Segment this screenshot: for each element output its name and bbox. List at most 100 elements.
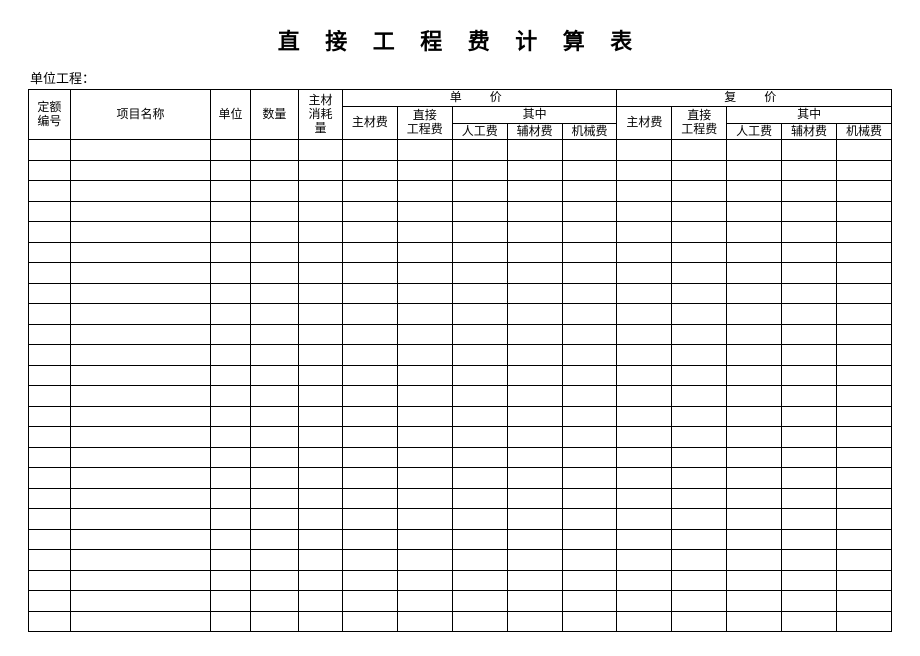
table-cell [211, 140, 251, 161]
table-cell [562, 181, 617, 202]
table-cell [250, 488, 298, 509]
table-cell [672, 304, 727, 325]
table-cell [29, 468, 71, 489]
table-cell [562, 140, 617, 161]
table-cell [29, 283, 71, 304]
col-tp-mech-header: 机械费 [836, 123, 891, 140]
table-cell [672, 591, 727, 612]
table-cell [782, 242, 837, 263]
table-cell [617, 488, 672, 509]
table-cell [562, 611, 617, 632]
table-cell [299, 427, 343, 448]
table-cell [342, 304, 397, 325]
table-cell [727, 570, 782, 591]
table-row [29, 263, 892, 284]
table-cell [507, 263, 562, 284]
table-cell [782, 611, 837, 632]
col-up-among-header: 其中 [452, 106, 617, 123]
table-cell [562, 365, 617, 386]
table-cell [342, 529, 397, 550]
table-cell [782, 386, 837, 407]
table-cell [299, 468, 343, 489]
table-row [29, 550, 892, 571]
table-cell [672, 222, 727, 243]
table-cell [211, 550, 251, 571]
table-cell [617, 304, 672, 325]
table-cell [562, 427, 617, 448]
table-cell [211, 591, 251, 612]
table-cell [299, 570, 343, 591]
table-cell [782, 160, 837, 181]
table-cell [250, 263, 298, 284]
table-cell [507, 468, 562, 489]
table-cell [342, 509, 397, 530]
table-cell [342, 324, 397, 345]
table-cell [70, 324, 211, 345]
table-cell [562, 550, 617, 571]
table-cell [29, 611, 71, 632]
col-tp-main-material-header: 主材费 [617, 106, 672, 140]
table-cell [211, 570, 251, 591]
table-cell [617, 345, 672, 366]
table-cell [562, 386, 617, 407]
table-cell [562, 263, 617, 284]
table-cell [836, 263, 891, 284]
table-cell [836, 181, 891, 202]
table-cell [342, 406, 397, 427]
table-cell [617, 201, 672, 222]
table-cell [70, 201, 211, 222]
table-cell [782, 345, 837, 366]
table-cell [70, 488, 211, 509]
table-row [29, 345, 892, 366]
table-cell [727, 263, 782, 284]
table-cell [782, 468, 837, 489]
table-cell [299, 181, 343, 202]
table-cell [672, 386, 727, 407]
table-cell [452, 468, 507, 489]
table-cell [672, 488, 727, 509]
table-cell [672, 570, 727, 591]
table-cell [617, 427, 672, 448]
table-cell [836, 160, 891, 181]
table-cell [452, 181, 507, 202]
table-cell [617, 222, 672, 243]
table-cell [452, 324, 507, 345]
table-cell [836, 201, 891, 222]
table-cell [672, 324, 727, 345]
table-cell [562, 570, 617, 591]
table-cell [782, 550, 837, 571]
table-cell [211, 406, 251, 427]
table-cell [836, 427, 891, 448]
table-cell [782, 488, 837, 509]
table-cell [397, 509, 452, 530]
table-cell [397, 386, 452, 407]
table-cell [836, 406, 891, 427]
table-cell [397, 591, 452, 612]
table-cell [70, 611, 211, 632]
table-cell [29, 427, 71, 448]
table-cell [250, 427, 298, 448]
table-cell [397, 529, 452, 550]
table-cell [782, 304, 837, 325]
col-project-name-header: 项目名称 [70, 90, 211, 140]
table-cell [452, 611, 507, 632]
table-cell [562, 488, 617, 509]
table-cell [617, 324, 672, 345]
table-cell [452, 570, 507, 591]
table-cell [507, 242, 562, 263]
table-cell [250, 509, 298, 530]
table-cell [672, 611, 727, 632]
table-cell [727, 181, 782, 202]
table-cell [70, 283, 211, 304]
table-cell [672, 283, 727, 304]
table-cell [342, 550, 397, 571]
table-cell [672, 201, 727, 222]
col-up-aux-header: 辅材费 [507, 123, 562, 140]
table-cell [250, 242, 298, 263]
table-cell [70, 406, 211, 427]
table-cell [836, 550, 891, 571]
table-cell [782, 447, 837, 468]
table-cell [211, 324, 251, 345]
table-cell [672, 427, 727, 448]
table-cell [299, 222, 343, 243]
